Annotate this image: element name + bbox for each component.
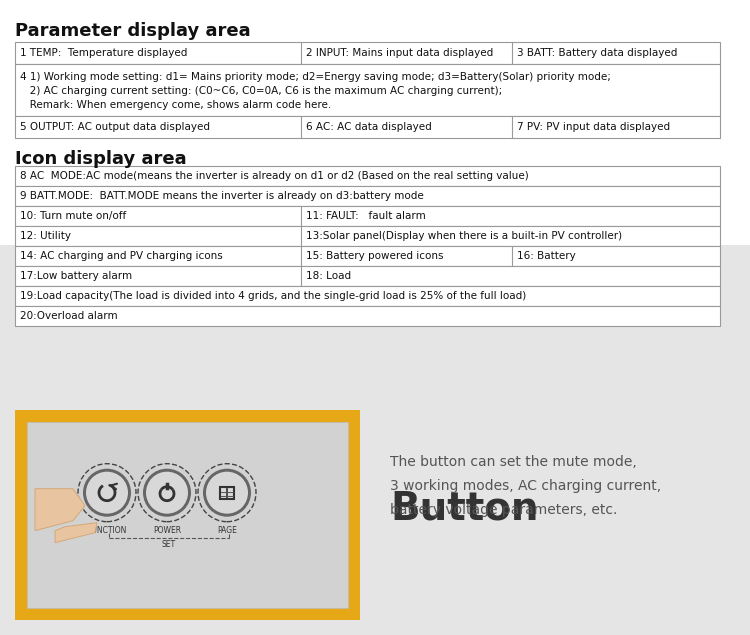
Text: 8 AC  MODE:AC mode(means the inverter is already on d1 or d2 (Based on the real : 8 AC MODE:AC mode(means the inverter is … <box>20 171 529 181</box>
Bar <box>15 306 720 326</box>
Text: 12: Utility: 12: Utility <box>20 231 71 241</box>
Bar <box>15 266 720 286</box>
Text: SET: SET <box>162 540 176 549</box>
Bar <box>15 166 720 186</box>
Bar <box>15 186 720 206</box>
Bar <box>15 226 720 246</box>
Text: Parameter display area: Parameter display area <box>15 22 250 40</box>
Bar <box>15 286 720 306</box>
Text: 2) AC charging current setting: (C0~C6, C0=0A, C6 is the maximum AC charging cur: 2) AC charging current setting: (C0~C6, … <box>20 86 502 96</box>
Bar <box>15 116 720 138</box>
Bar <box>220 486 234 498</box>
Text: 7 PV: PV input data displayed: 7 PV: PV input data displayed <box>517 122 670 132</box>
Bar <box>15 410 360 620</box>
Polygon shape <box>35 489 85 531</box>
Text: 14: AC charging and PV charging icons: 14: AC charging and PV charging icons <box>20 251 223 261</box>
Bar <box>0 245 750 635</box>
Text: The button can set the mute mode,
3 working modes, AC charging current,
battery : The button can set the mute mode, 3 work… <box>390 455 662 517</box>
Bar <box>15 206 720 226</box>
Text: 11: FAULT:   fault alarm: 11: FAULT: fault alarm <box>305 211 425 221</box>
Text: Icon display area: Icon display area <box>15 150 187 168</box>
Text: 1 TEMP:  Temperature displayed: 1 TEMP: Temperature displayed <box>20 48 188 58</box>
Text: 3 BATT: Battery data displayed: 3 BATT: Battery data displayed <box>517 48 677 58</box>
Text: 2 INPUT: Mains input data displayed: 2 INPUT: Mains input data displayed <box>305 48 493 58</box>
Text: 10: Turn mute on/off: 10: Turn mute on/off <box>20 211 126 221</box>
Text: 17:Low battery alarm: 17:Low battery alarm <box>20 271 132 281</box>
Polygon shape <box>55 523 97 543</box>
Text: Remark: When emergency come, shows alarm code here.: Remark: When emergency come, shows alarm… <box>20 100 332 110</box>
Text: 16: Battery: 16: Battery <box>517 251 576 261</box>
Circle shape <box>86 472 128 514</box>
Bar <box>15 42 720 64</box>
Circle shape <box>143 469 191 517</box>
Text: 4 1) Working mode setting: d1= Mains priority mode; d2=Energy saving mode; d3=Ba: 4 1) Working mode setting: d1= Mains pri… <box>20 72 610 82</box>
Bar <box>15 64 720 116</box>
Text: 5 OUTPUT: AC output data displayed: 5 OUTPUT: AC output data displayed <box>20 122 210 132</box>
Circle shape <box>146 472 188 514</box>
Text: 20:Overload alarm: 20:Overload alarm <box>20 311 118 321</box>
Text: FUNCTION: FUNCTION <box>87 526 127 535</box>
Bar <box>0 0 750 245</box>
Circle shape <box>83 469 131 517</box>
Text: 15: Battery powered icons: 15: Battery powered icons <box>305 251 443 261</box>
Text: 9 BATT.MODE:  BATT.MODE means the inverter is already on d3:battery mode: 9 BATT.MODE: BATT.MODE means the inverte… <box>20 191 424 201</box>
Text: 18: Load: 18: Load <box>305 271 351 281</box>
Text: 6 AC: AC data displayed: 6 AC: AC data displayed <box>305 122 431 132</box>
Text: PAGE: PAGE <box>217 526 237 535</box>
Bar <box>27 422 348 608</box>
Text: Button: Button <box>390 490 538 528</box>
Circle shape <box>206 472 248 514</box>
Text: POWER: POWER <box>153 526 181 535</box>
Circle shape <box>203 469 251 517</box>
Text: 19:Load capacity(The load is divided into 4 grids, and the single-grid load is 2: 19:Load capacity(The load is divided int… <box>20 291 526 301</box>
Text: 13:Solar panel(Display when there is a built-in PV controller): 13:Solar panel(Display when there is a b… <box>305 231 622 241</box>
Bar <box>15 246 720 266</box>
